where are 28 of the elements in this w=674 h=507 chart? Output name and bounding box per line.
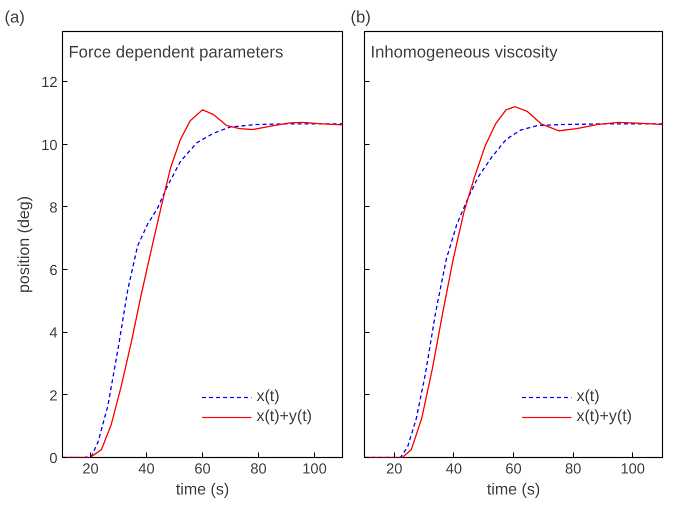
legend-label: x(t) [256, 388, 280, 406]
x-tick-label: 60 [505, 462, 522, 478]
legend-label: x(t) [576, 388, 600, 406]
y-tick-label: 0 [49, 451, 58, 467]
text: (b) [350, 8, 371, 26]
legend-label: x(t)+y(t) [256, 408, 312, 426]
x-tick-label: 60 [194, 462, 211, 478]
text: Inhomogeneous viscosity [370, 42, 558, 62]
y-tick-label: 12 [41, 75, 58, 92]
legend-label: x(t)+y(t) [576, 408, 632, 426]
x-tick-label: 20 [386, 462, 402, 478]
y-axis-title: position (deg) [16, 196, 34, 293]
x-tick-label: 80 [564, 462, 582, 478]
x-tick-label: 100 [620, 462, 645, 478]
x-axis-title: time (s) [176, 482, 230, 498]
x-tick-label: 100 [302, 462, 327, 478]
text: (a) [4, 8, 25, 26]
y-tick-label: 6 [49, 263, 58, 280]
y-tick-label: 2 [49, 388, 58, 404]
x-tick-label: 40 [138, 462, 155, 478]
x-tick-label: 80 [250, 462, 267, 478]
x-tick-label: 20 [82, 462, 99, 478]
text: Force dependent parameters [68, 42, 284, 62]
y-tick-label: 8 [49, 200, 58, 216]
y-tick-label: 4 [49, 326, 58, 342]
y-tick-label: 10 [41, 138, 58, 154]
x-tick-label: 40 [446, 462, 462, 478]
x-axis-title: time (s) [486, 482, 540, 498]
